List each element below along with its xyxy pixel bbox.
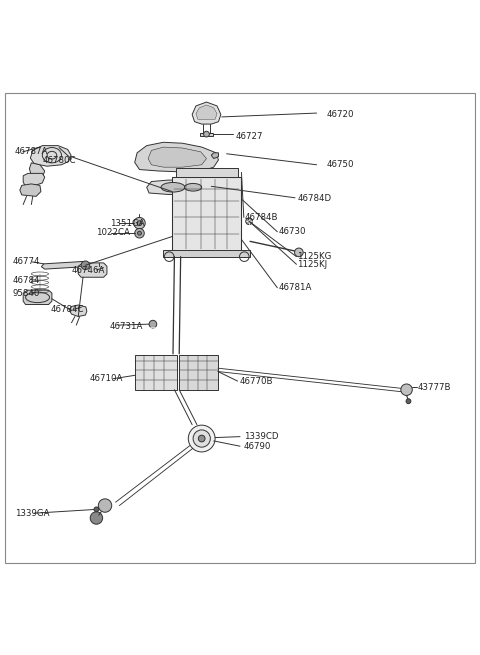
- Bar: [176, 168, 238, 177]
- Text: 1125KG: 1125KG: [298, 252, 332, 261]
- Circle shape: [246, 218, 252, 225]
- Text: 1125KJ: 1125KJ: [298, 260, 327, 269]
- Text: 95840: 95840: [12, 289, 40, 297]
- Text: 46774: 46774: [12, 257, 40, 267]
- Text: 46750: 46750: [326, 160, 354, 169]
- Circle shape: [204, 131, 209, 137]
- Polygon shape: [148, 147, 206, 167]
- Circle shape: [94, 507, 99, 512]
- Text: 46784D: 46784D: [298, 194, 332, 203]
- Polygon shape: [200, 133, 213, 136]
- Circle shape: [90, 512, 103, 524]
- Circle shape: [134, 217, 145, 229]
- Circle shape: [138, 231, 142, 235]
- Text: 43777B: 43777B: [417, 383, 451, 392]
- Text: 1339GA: 1339GA: [15, 509, 49, 517]
- Circle shape: [193, 430, 210, 447]
- Circle shape: [98, 499, 112, 512]
- Polygon shape: [20, 184, 41, 196]
- Circle shape: [135, 229, 144, 238]
- Bar: [172, 177, 241, 251]
- Polygon shape: [41, 261, 86, 269]
- Circle shape: [198, 435, 205, 442]
- Polygon shape: [135, 142, 218, 172]
- Text: 46731A: 46731A: [110, 322, 143, 331]
- Polygon shape: [29, 163, 45, 178]
- Circle shape: [401, 384, 412, 396]
- Text: 46710A: 46710A: [89, 374, 122, 383]
- Circle shape: [149, 320, 157, 328]
- Bar: [179, 355, 218, 390]
- Text: 1351GA: 1351GA: [110, 219, 144, 228]
- Text: 1022CA: 1022CA: [96, 228, 130, 237]
- Text: 1339CD: 1339CD: [244, 432, 278, 441]
- Text: 46784C: 46784C: [51, 305, 84, 314]
- Polygon shape: [70, 305, 87, 316]
- Text: 46720: 46720: [326, 110, 354, 119]
- Ellipse shape: [184, 183, 202, 191]
- Text: 46787A: 46787A: [15, 147, 48, 157]
- Text: 46770B: 46770B: [240, 377, 274, 386]
- Polygon shape: [196, 105, 217, 119]
- Circle shape: [406, 399, 411, 403]
- Text: 46780C: 46780C: [43, 157, 76, 166]
- Ellipse shape: [161, 183, 185, 192]
- Text: 46784B: 46784B: [245, 213, 278, 222]
- Polygon shape: [147, 180, 209, 195]
- Circle shape: [188, 425, 215, 452]
- Polygon shape: [30, 145, 71, 166]
- Polygon shape: [192, 102, 221, 124]
- Text: 46730: 46730: [278, 227, 306, 236]
- Circle shape: [295, 248, 303, 257]
- Text: 46746A: 46746A: [72, 265, 105, 274]
- Polygon shape: [211, 153, 218, 159]
- Bar: [163, 250, 250, 257]
- Polygon shape: [23, 290, 52, 305]
- Text: 46781A: 46781A: [278, 283, 312, 292]
- Bar: [135, 355, 177, 390]
- Text: 46790: 46790: [244, 441, 271, 451]
- Circle shape: [81, 261, 90, 270]
- Text: 46727: 46727: [235, 132, 263, 141]
- Polygon shape: [23, 174, 45, 187]
- Text: 46784: 46784: [12, 276, 40, 285]
- Polygon shape: [78, 263, 107, 277]
- Circle shape: [137, 221, 142, 225]
